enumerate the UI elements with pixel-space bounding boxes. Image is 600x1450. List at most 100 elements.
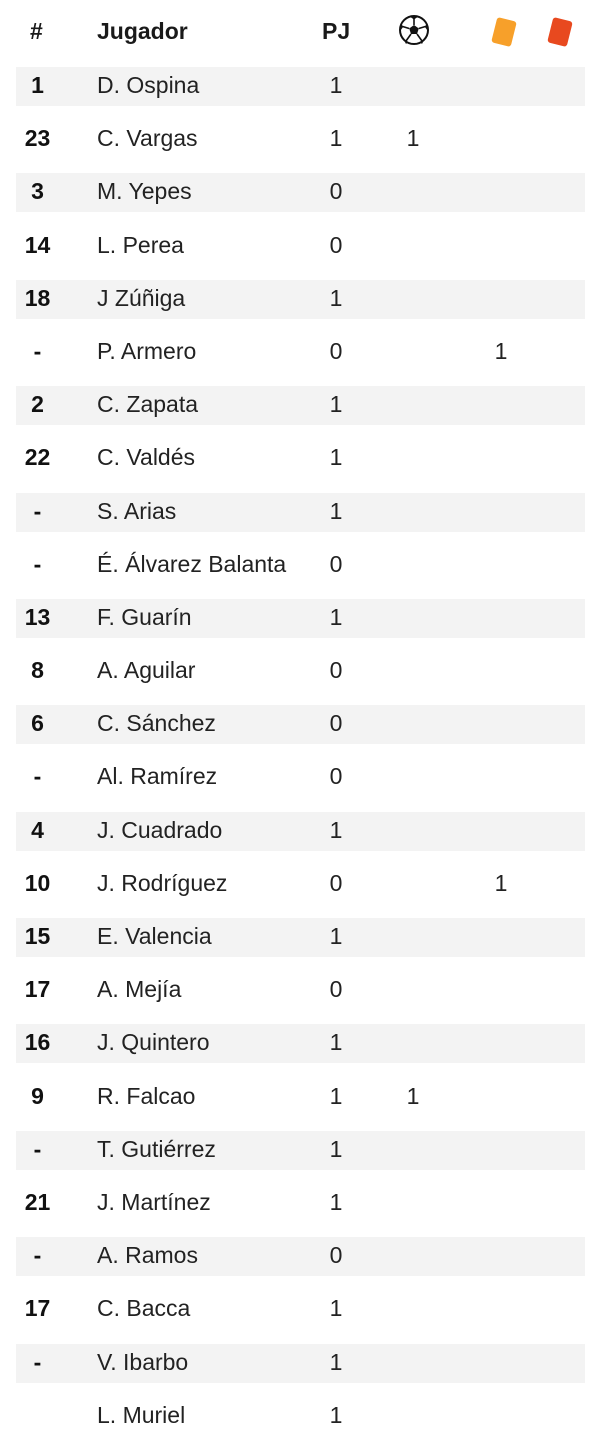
player-name: A. Ramos xyxy=(97,1242,198,1269)
matches-played: 1 xyxy=(329,923,343,949)
table-row: 6 C. Sánchez 0 xyxy=(16,702,585,755)
table-row: 1 D. Ospina 1 xyxy=(16,64,585,117)
table-row: - S. Arias 1 xyxy=(16,490,585,543)
matches-played: 1 xyxy=(329,497,343,524)
table-row: 3 M. Yepes 0 xyxy=(16,170,585,223)
matches-played: 1 xyxy=(329,816,343,843)
player-name: L. Perea xyxy=(97,231,184,258)
player-name: F. Guarín xyxy=(97,603,192,630)
soccer-ball-icon xyxy=(398,14,430,51)
matches-played: 0 xyxy=(329,231,343,258)
matches-played: 0 xyxy=(329,763,343,790)
column-header-played: PJ xyxy=(322,18,351,44)
table-row: 13 F. Guarín 1 xyxy=(16,596,585,649)
player-name: J. Cuadrado xyxy=(97,816,223,843)
yellow-cards-count: 1 xyxy=(494,869,508,896)
player-number: 17 xyxy=(24,1295,51,1322)
player-name: E. Valencia xyxy=(97,923,212,949)
player-number: 21 xyxy=(24,1188,51,1215)
player-name: T. Gutiérrez xyxy=(97,1135,216,1162)
matches-played: 1 xyxy=(329,284,343,311)
player-name: C. Valdés xyxy=(97,444,196,471)
player-name: R. Falcao xyxy=(97,1082,196,1109)
player-number: - xyxy=(33,1135,42,1162)
matches-played: 0 xyxy=(329,976,343,1003)
player-name: J. Rodríguez xyxy=(97,869,228,896)
table-row: - A. Ramos 0 xyxy=(16,1234,585,1287)
player-name: C. Sánchez xyxy=(97,710,216,737)
matches-played: 1 xyxy=(329,1295,343,1322)
table-row: 16 J. Quintero 1 xyxy=(16,1021,585,1074)
player-name: M. Yepes xyxy=(97,178,192,205)
table-row: 21 J. Martínez 1 xyxy=(16,1181,585,1234)
table-header: # Jugador PJ xyxy=(16,0,585,64)
matches-played: 1 xyxy=(329,1188,343,1215)
table-row: - É. Álvarez Balanta 0 xyxy=(16,543,585,596)
table-row: - Al. Ramírez 0 xyxy=(16,755,585,808)
matches-played: 0 xyxy=(329,337,343,364)
red-card-icon xyxy=(544,14,576,55)
table-row: 8 A. Aguilar 0 xyxy=(16,649,585,702)
player-number: 22 xyxy=(24,444,51,471)
table-row: 4 J. Cuadrado 1 xyxy=(16,809,585,862)
player-name: C. Zapata xyxy=(97,391,198,418)
yellow-cards-count: 1 xyxy=(494,337,508,364)
table-row: 15 E. Valencia 1 xyxy=(16,915,585,968)
table-row: 2 C. Zapata 1 xyxy=(16,383,585,436)
matches-played: 1 xyxy=(329,1029,343,1056)
player-number: 15 xyxy=(24,923,51,949)
table-row: 18 J Zúñiga 1 xyxy=(16,277,585,330)
matches-played: 1 xyxy=(329,391,343,418)
matches-played: 1 xyxy=(329,1348,343,1375)
player-number: 9 xyxy=(31,1082,44,1109)
player-stats-table: # Jugador PJ 1 D. Ospi xyxy=(16,0,585,1447)
goals-count: 1 xyxy=(406,1082,420,1109)
matches-played: 0 xyxy=(329,178,343,205)
player-name: É. Álvarez Balanta xyxy=(97,550,287,577)
table-row: - V. Ibarbo 1 xyxy=(16,1341,585,1394)
player-name: Al. Ramírez xyxy=(97,763,218,790)
matches-played: 1 xyxy=(329,125,343,152)
player-name: V. Ibarbo xyxy=(97,1348,189,1375)
matches-played: 1 xyxy=(329,1082,343,1109)
player-name: D. Ospina xyxy=(97,72,200,98)
matches-played: 1 xyxy=(329,603,343,630)
player-number: 23 xyxy=(24,125,51,152)
player-name: J Zúñiga xyxy=(97,284,186,311)
player-number: 6 xyxy=(31,710,44,737)
player-number: 1 xyxy=(31,72,44,98)
matches-played: 0 xyxy=(329,869,343,896)
player-number: 8 xyxy=(31,657,44,684)
table-row: 17 C. Bacca 1 xyxy=(16,1287,585,1340)
yellow-card-icon xyxy=(488,14,520,55)
player-name: C. Vargas xyxy=(97,125,198,152)
column-header-player: Jugador xyxy=(97,18,188,44)
table-row: - T. Gutiérrez 1 xyxy=(16,1128,585,1181)
player-name: S. Arias xyxy=(97,497,177,524)
player-number: 14 xyxy=(24,231,51,258)
table-row: - P. Armero 0 1 xyxy=(16,330,585,383)
player-number: 3 xyxy=(31,178,44,205)
table-row: 17 A. Mejía 0 xyxy=(16,968,585,1021)
player-number: 13 xyxy=(24,603,51,630)
goals-count: 1 xyxy=(406,125,420,152)
matches-played: 0 xyxy=(329,1242,343,1269)
player-name: J. Martínez xyxy=(97,1188,211,1215)
column-header-number: # xyxy=(30,18,43,44)
matches-played: 0 xyxy=(329,550,343,577)
player-name: A. Mejía xyxy=(97,976,182,1003)
player-name: P. Armero xyxy=(97,337,197,364)
player-number: - xyxy=(33,1348,42,1375)
table-row: 14 L. Perea 0 xyxy=(16,224,585,277)
table-row: 10 J. Rodríguez 0 1 xyxy=(16,862,585,915)
matches-played: 0 xyxy=(329,710,343,737)
player-number: 10 xyxy=(24,869,51,896)
matches-played: 0 xyxy=(329,657,343,684)
player-name: C. Bacca xyxy=(97,1295,191,1322)
table-row: 9 R. Falcao 1 1 xyxy=(16,1075,585,1128)
player-name: A. Aguilar xyxy=(97,657,196,684)
table-body: 1 D. Ospina 1 23 C. Vargas 1 1 3 M. Yepes 0 14 L. P… xyxy=(16,64,585,1447)
matches-played: 1 xyxy=(329,1135,343,1162)
player-number: - xyxy=(33,337,42,364)
table-row: 22 C. Valdés 1 xyxy=(16,436,585,489)
